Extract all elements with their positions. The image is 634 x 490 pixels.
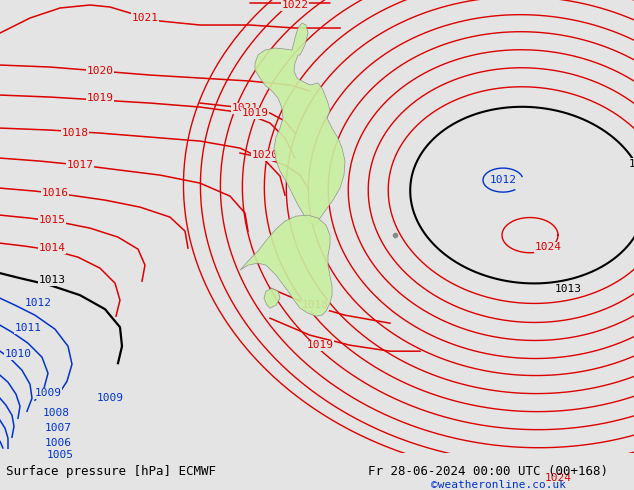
Text: 1013: 1013 (39, 275, 65, 285)
Text: 1005: 1005 (46, 450, 74, 460)
Text: 1022: 1022 (281, 0, 309, 10)
Text: ©weatheronline.co.uk: ©weatheronline.co.uk (431, 480, 566, 490)
Text: 1016: 1016 (41, 188, 68, 198)
Polygon shape (264, 288, 280, 308)
Text: Fr 28-06-2024 00:00 UTC (00+168): Fr 28-06-2024 00:00 UTC (00+168) (368, 465, 608, 478)
Text: 1018: 1018 (61, 128, 89, 138)
Text: 1018: 1018 (302, 300, 328, 310)
Text: 1008: 1008 (42, 408, 70, 418)
Text: 1015: 1015 (39, 215, 65, 225)
Text: 1024: 1024 (545, 473, 572, 483)
Text: 1019: 1019 (86, 93, 113, 103)
Polygon shape (255, 23, 345, 225)
Text: 1013: 1013 (555, 284, 581, 294)
Text: 1017: 1017 (67, 160, 93, 170)
Text: 1007: 1007 (44, 423, 72, 433)
Text: 1019: 1019 (242, 108, 269, 118)
Text: 1011: 1011 (15, 323, 41, 333)
Polygon shape (240, 215, 332, 316)
Text: 1020: 1020 (86, 66, 113, 76)
Text: 1006: 1006 (44, 438, 72, 448)
Text: 1014: 1014 (39, 243, 65, 253)
Text: 1024: 1024 (534, 242, 562, 252)
Text: 1012: 1012 (489, 175, 517, 185)
Text: 1021: 1021 (131, 13, 158, 23)
Text: 1020: 1020 (252, 150, 278, 160)
Text: 1021: 1021 (231, 103, 259, 113)
Text: Surface pressure [hPa] ECMWF: Surface pressure [hPa] ECMWF (6, 465, 216, 478)
Text: 1013: 1013 (629, 159, 634, 169)
Text: 1010: 1010 (4, 349, 32, 359)
Text: 1012: 1012 (25, 298, 51, 308)
Text: 1009: 1009 (34, 388, 61, 398)
Text: 1009: 1009 (96, 393, 124, 403)
Text: 1019: 1019 (306, 340, 333, 350)
